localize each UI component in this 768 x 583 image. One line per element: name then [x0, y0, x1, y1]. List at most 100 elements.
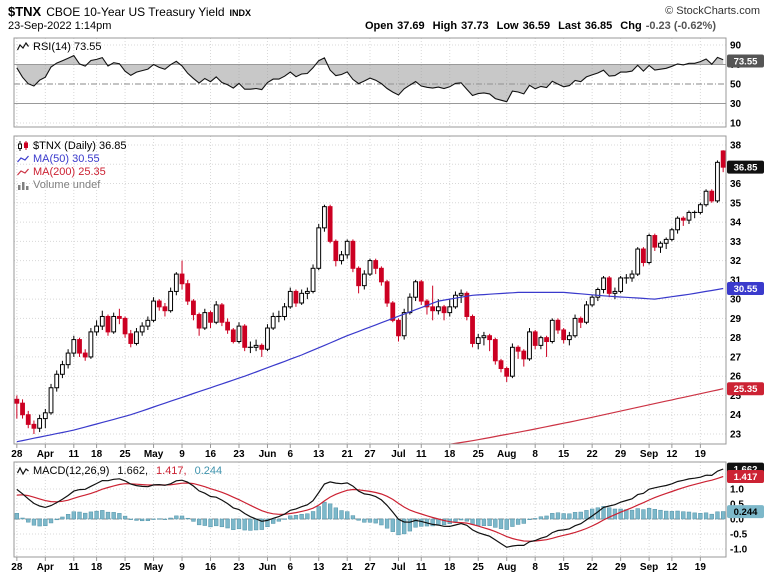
svg-text:11: 11 — [69, 562, 80, 573]
svg-text:12: 12 — [666, 562, 678, 573]
macd-legend-text: MACD(12,26,9) — [33, 464, 110, 477]
svg-text:10: 10 — [730, 119, 742, 130]
chart-title: $TNX CBOE 10-Year US Treasury Yield INDX — [8, 3, 251, 21]
svg-text:25: 25 — [473, 562, 485, 573]
svg-text:18: 18 — [91, 449, 103, 460]
svg-text:15: 15 — [558, 562, 570, 573]
high-value: 37.73 — [461, 20, 489, 32]
low-label: Low — [496, 20, 519, 32]
rsi-area-fill — [16, 55, 724, 102]
svg-text:16: 16 — [205, 449, 217, 460]
histogram-value: 0.244 — [194, 464, 223, 477]
macd-value: 1.662, — [117, 464, 149, 477]
svg-text:0.0: 0.0 — [730, 515, 744, 526]
svg-text:9: 9 — [179, 449, 185, 460]
svg-text:27: 27 — [364, 562, 376, 573]
svg-text:23: 23 — [233, 562, 245, 573]
signal-value-badge — [727, 469, 764, 483]
ma200-legend-row: MA(200) 25.35 — [17, 165, 127, 178]
svg-text:30: 30 — [730, 99, 742, 110]
quote-line: Open 37.69 High 37.73 Low 36.59 Last 36.85 Chg -0… — [365, 20, 716, 32]
ma200-value-badge — [727, 382, 764, 396]
ma200-legend-text: MA(200) 25.35 — [33, 165, 106, 178]
svg-text:18: 18 — [91, 562, 103, 573]
svg-text:-0.5: -0.5 — [730, 530, 748, 541]
last-price-badge — [727, 160, 764, 174]
volume-legend-row: Volume undef — [17, 178, 127, 191]
svg-text:21: 21 — [342, 562, 354, 573]
svg-text:36: 36 — [730, 179, 742, 190]
svg-text:30: 30 — [730, 295, 742, 306]
svg-text:21: 21 — [342, 449, 354, 460]
price-legend: $TNX (Daily) 36.85 MA(50) 30.55 MA(200) … — [17, 139, 127, 191]
svg-text:29: 29 — [615, 562, 627, 573]
volume-bars-icon — [18, 181, 29, 190]
ma200-line — [447, 388, 724, 444]
svg-text:27: 27 — [730, 352, 742, 363]
svg-text:Sep: Sep — [640, 449, 658, 460]
price-legend-row: $TNX (Daily) 36.85 — [17, 139, 127, 152]
macd-legend: MACD(12,26,9) 1.662, 1.417, 0.244 — [17, 464, 222, 477]
open-value: 37.69 — [397, 20, 425, 32]
svg-text:25: 25 — [120, 449, 132, 460]
ma50-legend-text: MA(50) 30.55 — [33, 152, 100, 165]
macd-signal-line — [16, 475, 724, 542]
svg-text:90: 90 — [730, 41, 742, 52]
svg-text:6: 6 — [287, 562, 293, 573]
svg-text:29: 29 — [730, 314, 742, 325]
signal-value: 1.417, — [156, 464, 187, 477]
svg-text:28: 28 — [11, 449, 23, 460]
svg-text:0.244: 0.244 — [734, 507, 758, 518]
volume-legend-text: Volume undef — [33, 178, 101, 191]
rsi-line — [16, 54, 724, 103]
ma50-value-badge — [727, 282, 764, 296]
svg-text:25: 25 — [120, 562, 132, 573]
svg-text:22: 22 — [587, 562, 599, 573]
svg-text:38: 38 — [730, 141, 742, 152]
ma50-line — [16, 287, 724, 443]
svg-text:24: 24 — [730, 410, 742, 421]
svg-text:11: 11 — [416, 449, 427, 460]
instrument-name: CBOE 10-Year US Treasury Yield — [46, 5, 225, 19]
svg-text:Jul: Jul — [391, 562, 406, 573]
x-axis-labels: 28 28 Apr Apr 11 11 18 18 25 25 May May 9 9 16 16 23 23 Ju… — [11, 444, 706, 573]
ma50-legend-row: MA(50) 30.55 — [17, 152, 127, 165]
macd-line-icon — [17, 466, 29, 475]
svg-text:28: 28 — [11, 562, 23, 573]
svg-text:19: 19 — [695, 562, 707, 573]
high-label: High — [432, 20, 458, 32]
svg-text:12: 12 — [666, 449, 678, 460]
price-legend-text: $TNX (Daily) 36.85 — [33, 139, 127, 152]
svg-text:36.85: 36.85 — [734, 163, 758, 174]
svg-text:Jun: Jun — [259, 562, 277, 573]
svg-text:23: 23 — [233, 449, 245, 460]
svg-text:35: 35 — [730, 198, 742, 209]
svg-text:8: 8 — [532, 562, 538, 573]
svg-text:28: 28 — [730, 333, 742, 344]
svg-text:Apr: Apr — [37, 449, 54, 460]
rsi-value-badge — [727, 54, 764, 68]
svg-text:0.5: 0.5 — [730, 500, 744, 511]
candlestick-icon — [18, 140, 28, 151]
low-value: 36.59 — [522, 20, 551, 32]
svg-text:Sep: Sep — [640, 562, 658, 573]
svg-text:8: 8 — [532, 449, 538, 460]
svg-text:18: 18 — [444, 449, 456, 460]
svg-text:25.35: 25.35 — [734, 384, 758, 395]
svg-text:9: 9 — [179, 562, 185, 573]
copyright-text: © StockCharts.com — [665, 5, 760, 17]
ma50-line-icon — [17, 155, 29, 162]
svg-text:1.0: 1.0 — [730, 485, 744, 496]
svg-text:22: 22 — [587, 449, 599, 460]
svg-text:6: 6 — [287, 449, 293, 460]
ma200-line-icon — [17, 168, 29, 175]
rsi-line-icon — [17, 41, 29, 50]
svg-text:25: 25 — [730, 391, 742, 402]
svg-text:50: 50 — [730, 80, 742, 91]
svg-text:-1.0: -1.0 — [730, 545, 748, 556]
svg-text:19: 19 — [695, 449, 707, 460]
symbol: $TNX — [8, 4, 42, 19]
svg-text:15: 15 — [558, 449, 570, 460]
